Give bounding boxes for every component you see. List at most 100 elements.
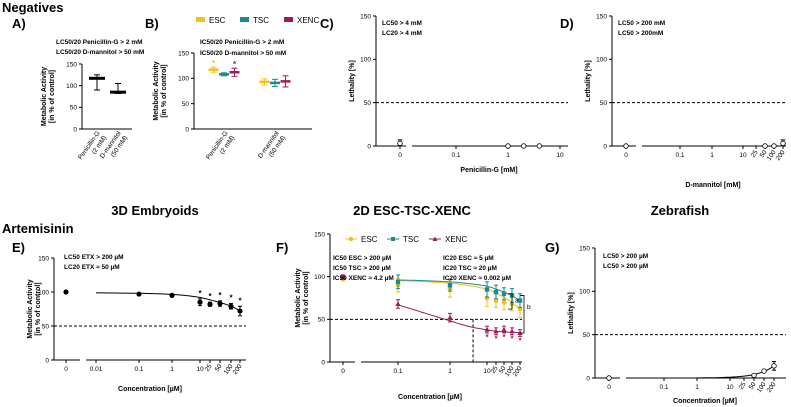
panel-a-y-label: [in % of control] — [49, 70, 56, 123]
panel-b-legend-label: TSC — [253, 16, 269, 25]
panel-d-data-point — [762, 143, 768, 149]
panel-e-x-tick-group: 200 — [232, 363, 244, 376]
panel-e-data-point — [136, 291, 142, 297]
panel-a-y-label: Metabolic Activity — [41, 67, 48, 126]
panel-f-data-point — [501, 326, 507, 332]
panel-a-annotation: LC50/20 D-mannitol > 50 mM — [56, 49, 144, 56]
panel-a-category-group: D-mannitol(50 mM) — [99, 130, 129, 160]
panel-f-y-label-group: Metabolic Activity [in % of control] — [295, 268, 310, 327]
panel-b-legend-label: ESC — [209, 16, 226, 25]
panel-letter-a: A) — [12, 16, 26, 31]
column-title-zebrafish: Zebrafish — [651, 203, 710, 218]
panel-f-bracket — [508, 293, 513, 310]
panel-f-bracket-label: b — [527, 304, 531, 311]
panel-f-y-tick-label: 100 — [314, 274, 325, 281]
panel-a-y-tick-label: 50 — [70, 105, 78, 112]
panel-b-y-label: [in % of control] — [161, 64, 168, 117]
panel-d-x-label: D-mannitol [mM] — [685, 182, 740, 189]
panel-f-legend-marker — [432, 236, 438, 241]
panel-f-x-tick-label: 0.1 — [393, 368, 402, 375]
panel-a-annotation: LC50/20 Penicillin-G > 2 mM — [56, 39, 143, 46]
panel-e-significance-star: * — [229, 294, 233, 303]
panel-b-legend-label: XENC — [297, 16, 319, 25]
panel-f-data-point — [447, 283, 453, 288]
panel-f-significance-star: * — [518, 336, 522, 345]
panel-e-x-tick-label: 200 — [232, 363, 244, 376]
panel-b-legend-swatch — [240, 17, 249, 22]
panel-g-annotation: LC50 > 200 µM — [603, 253, 648, 260]
panel-b-category-group: Penicillin-G(2 mM) — [205, 130, 236, 161]
panel-f-legend-marker — [348, 236, 354, 242]
panel-e-significance-star: * — [198, 289, 202, 298]
panel-f-significance-star: * — [494, 335, 498, 344]
panel-g-x-tick-label: 100 — [756, 381, 768, 394]
panel-f-data-point — [340, 273, 346, 279]
panel-f-x-tick-label: 25 — [490, 365, 500, 375]
panel-b: 0 50 100 150 ESC TSC XENC * * Penicillin-G(2 mM) D… — [153, 16, 319, 161]
panel-g-annotation: LC50 > 200 µM — [603, 263, 648, 270]
panel-f-data-point — [395, 279, 401, 284]
panel-f-fit-curve — [397, 279, 521, 301]
panel-e-x-tick-label: 0.01 — [90, 366, 103, 373]
panel-c: 0 50 100 150 0 0.1 1 10 Penicillin-G [mM] Lethali… — [349, 13, 568, 174]
panel-c-data-point — [397, 140, 403, 147]
panel-a-y-tick-label: 100 — [66, 83, 77, 90]
panel-f-data-point — [493, 289, 499, 295]
panel-f-significance-star: * — [502, 333, 506, 342]
panel-f-x-tick-label: 200 — [512, 365, 524, 378]
panel-d-x-tick-label: 25 — [750, 149, 760, 159]
panel-e-x-tick-label: 1 — [170, 366, 174, 373]
panel-e-x-label: Concentration [µM] — [118, 386, 182, 393]
panel-e-annotation: LC20 ETX ≈ 50 µM — [64, 264, 120, 271]
panel-c-y-label-group: Lethality [%] — [349, 60, 356, 102]
panel-f-annotation: IC50 TSC > 200 µM — [333, 265, 391, 272]
panel-e-x-tick-label: 25 — [204, 363, 214, 373]
panel-g-y-tick-label: 150 — [579, 245, 590, 252]
panel-c-y-tick-label: 100 — [360, 57, 371, 64]
panel-c-y-tick-label: 150 — [360, 13, 371, 20]
panel-d-x-tick-label: 50 — [759, 149, 769, 159]
panel-e-annotation: LC50 ETX > 200 µM — [64, 254, 124, 261]
panel-e-x-tick-group: 25 — [204, 363, 214, 373]
panel-d-data-point — [623, 143, 629, 149]
panel-b-significance-star: * — [212, 59, 216, 68]
panel-d-x-tick-group: 25 — [750, 149, 760, 159]
column-title-2d: 2D ESC-TSC-XENC — [353, 203, 471, 218]
column-title-embryoids: 3D Embryoids — [111, 203, 198, 218]
panel-d-y-tick-label: 100 — [596, 57, 607, 64]
panel-d-y-label: Lethality [%] — [585, 60, 592, 102]
panel-g-fit-curve — [697, 365, 775, 379]
panel-g-data-point — [751, 372, 757, 379]
panel-letter-d: D) — [560, 16, 574, 31]
panel-f-y-label: Metabolic Activity — [295, 268, 302, 327]
panel-e-data-point — [228, 303, 234, 309]
panel-c-x-tick-label: 10 — [556, 152, 564, 159]
panel-f-data-point — [517, 306, 523, 312]
panel-g-y-tick-label: 50 — [583, 332, 591, 339]
panel-a-y-tick-label: 0 — [73, 126, 77, 133]
panel-g-x-tick-label: 0.1 — [659, 384, 668, 391]
panel-d-annotation: LC50 > 200mM — [618, 30, 663, 37]
panel-c-y-label: Lethality [%] — [349, 60, 356, 102]
panel-d-x-tick-label: 0.1 — [675, 152, 684, 159]
panel-g-y-tick-label: 100 — [579, 289, 590, 296]
panel-f-x-tick-label: 0 — [341, 368, 345, 375]
panel-f-legend-marker — [391, 237, 395, 241]
panel-f-annotation: IC20 XENC ≈ 0.002 µM — [443, 275, 511, 282]
panel-c-y-tick-label: 50 — [364, 100, 372, 107]
panel-f-y-label: [in % of control] — [303, 271, 310, 324]
panel-f-data-point — [501, 291, 507, 296]
panel-d-y-tick-label: 0 — [603, 143, 607, 150]
panel-c-data-point — [520, 143, 527, 149]
section-title-negatives: Negatives — [2, 0, 63, 15]
panel-f-bracket — [520, 295, 525, 334]
panel-c-x-tick-label: 0.1 — [451, 152, 460, 159]
panel-g-data-point — [761, 368, 767, 374]
panel-e-significance-star: * — [208, 292, 212, 301]
panel-b-category-group: D-mannitol(50 mM) — [257, 130, 287, 160]
panel-d-x-tick-label: 200 — [775, 149, 787, 162]
